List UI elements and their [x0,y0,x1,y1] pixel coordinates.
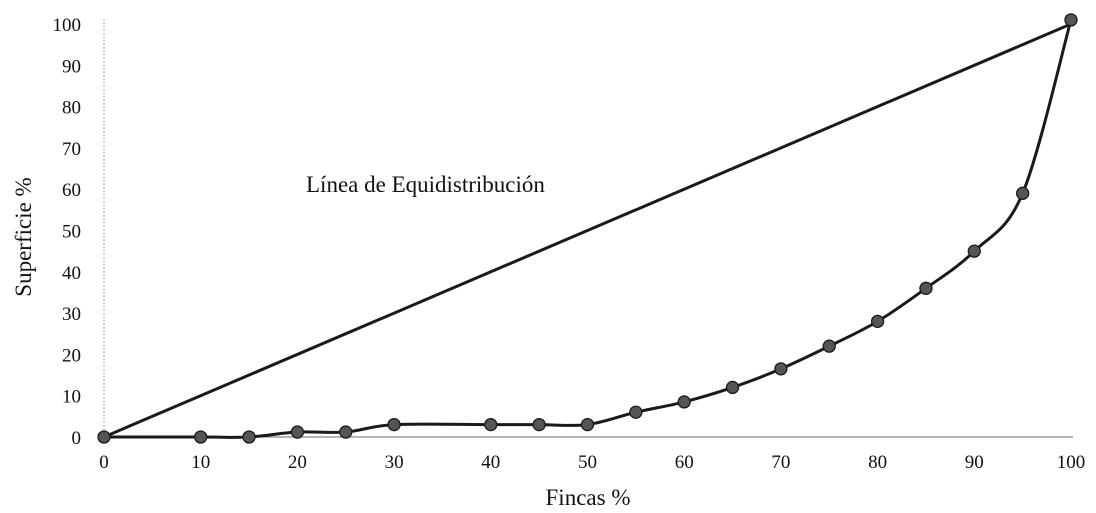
series [97,13,1078,444]
tick-labels: 0 10 20 30 40 50 60 70 80 90 100 0 10 20 30 40 50 60 70 80 9… [53,15,1086,473]
y-tick-label: 50 [62,222,81,243]
x-axis-title: Fincas % [546,485,631,510]
data-point [97,430,111,444]
y-tick-label: 20 [62,345,81,366]
axes [103,18,1073,438]
y-tick-label: 30 [62,304,81,325]
x-tick-label: 90 [965,452,984,473]
data-point [242,430,256,444]
x-tick-label: 20 [288,452,307,473]
y-axis-title: Superficie % [11,177,36,296]
x-tick-label: 40 [481,452,500,473]
x-tick-label: 50 [578,452,597,473]
x-tick-label: 0 [99,452,109,473]
data-point [967,244,981,258]
data-point [870,314,885,329]
x-tick-label: 70 [771,452,790,473]
data-point [822,339,836,353]
data-point [290,425,305,439]
equidistribution-line [103,22,1072,439]
y-tick-label: 10 [62,387,81,408]
data-point [919,281,933,295]
y-tick-label: 90 [62,56,81,77]
data-point [1016,186,1030,200]
x-tick-label: 30 [385,452,404,473]
data-point [774,362,788,376]
y-tick-label: 0 [72,428,82,449]
equidistribution-label: Línea de Equidistribución [306,172,545,197]
data-point [725,380,740,395]
data-point [194,430,208,444]
data-point [532,417,546,432]
data-point [629,405,643,419]
y-tick-label: 60 [62,180,81,201]
y-tick-label: 40 [62,263,81,284]
y-tick-label: 80 [62,98,81,119]
data-point [484,417,498,432]
x-tick-label: 60 [675,452,694,473]
data-point [387,417,401,432]
y-tick-label: 100 [53,15,82,36]
x-tick-label: 80 [868,452,887,473]
x-tick-label: 10 [191,452,210,473]
y-tick-label: 70 [62,139,81,160]
data-point [580,417,595,432]
data-point [1064,13,1078,27]
data-point [677,395,691,409]
data-point [339,425,353,439]
x-tick-label: 100 [1057,452,1086,473]
